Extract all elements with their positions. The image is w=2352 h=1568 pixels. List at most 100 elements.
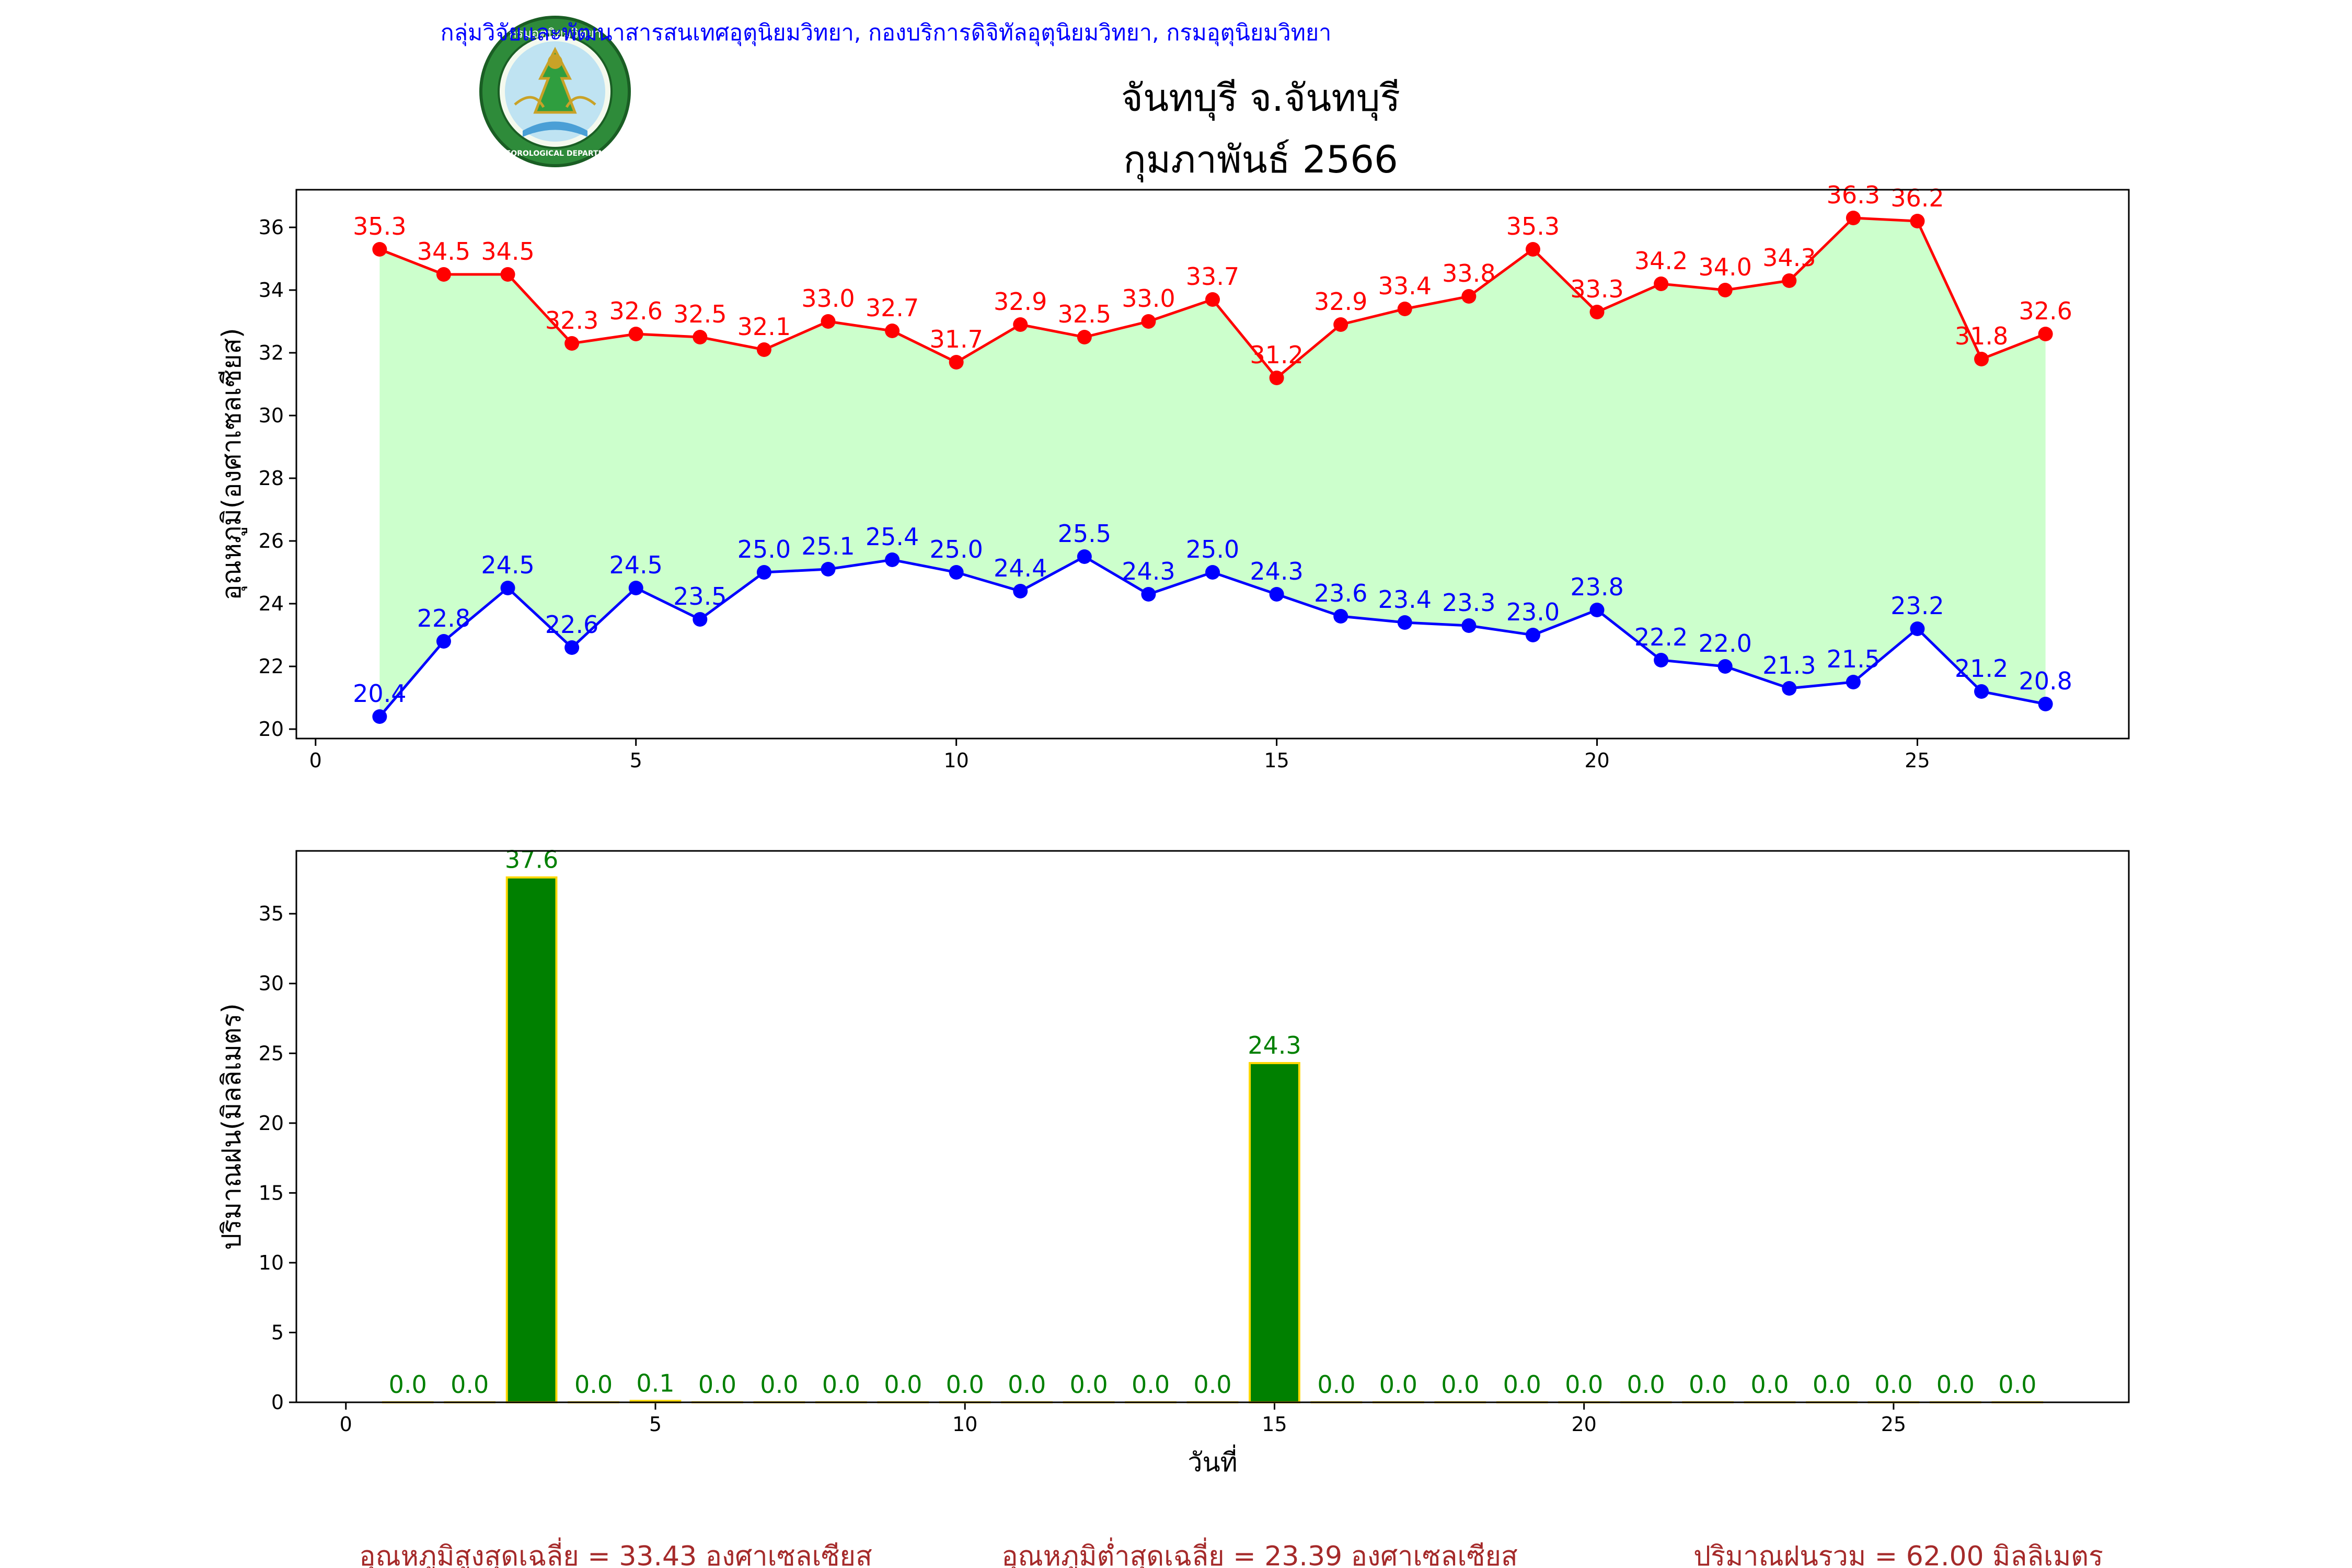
min-temp-label: 25.0 [1186,535,1239,563]
rain-bar-label: 0.0 [1503,1370,1541,1399]
rain-bar-label: 0.0 [1070,1370,1108,1399]
min-temp-point [885,552,900,567]
min-temp-label: 25.0 [737,535,791,563]
y-tick-label: 24 [259,592,284,615]
max-temp-label: 34.5 [417,237,470,266]
max-temp-point [628,327,643,341]
max-temp-label: 31.8 [1955,322,2008,350]
min-temp-label: 23.0 [1506,598,1560,626]
max-temp-label: 32.7 [866,294,919,322]
rain-bar-label: 0.0 [1441,1370,1479,1399]
min-temp-point [1461,618,1477,633]
logo-text-bottom: METEOROLOGICAL DEPARTMENT [489,149,622,158]
rain-bar [1249,1062,1300,1404]
min-temp-label: 23.5 [673,582,727,610]
max-temp-label: 32.5 [1058,300,1111,328]
y-tick-label: 26 [259,529,284,552]
max-temp-point [1333,317,1348,332]
y-tick-label: 0 [271,1391,284,1414]
min-temp-point [1717,659,1733,674]
min-temp-point [628,581,643,595]
rain-bar-label: 0.0 [1689,1370,1727,1399]
min-temp-label: 23.2 [1890,592,1944,620]
temperature-chart: 0 5 10 15 20 25 20 22 24 26 28 30 32 34 36 35.3 34.5 34.5… [216,181,2130,772]
max-temp-point [500,267,515,282]
x-tick-label: 20 [1584,749,1609,772]
x-tick-label: 0 [340,1413,352,1436]
x-tick-label: 25 [1881,1413,1906,1436]
x-tick-label: 15 [1262,1413,1287,1436]
min-temp-label: 22.0 [1698,629,1751,658]
rain-bar-label: 0.1 [636,1369,674,1397]
rain-bar-label: 24.3 [1248,1031,1301,1059]
max-temp-label: 32.1 [737,313,791,341]
y-tick-label: 34 [259,279,284,302]
x-tick-label: 0 [309,749,322,772]
max-temp-point [949,355,964,370]
max-temp-label: 34.2 [1634,247,1688,275]
max-temp-point [1205,292,1220,307]
max-temp-label: 32.9 [1314,287,1367,316]
rain-bar-label: 0.0 [822,1370,860,1399]
rain-bar-label: 0.0 [1627,1370,1665,1399]
min-temp-point [1782,681,1797,696]
min-temp-label: 22.8 [417,604,470,632]
min-temp-point [1846,675,1861,689]
y-tick-label: 5 [271,1321,284,1344]
max-temp-label: 31.7 [929,325,983,353]
min-temp-label: 24.3 [1250,557,1303,585]
y-tick-label: 25 [259,1042,284,1065]
max-temp-point [821,314,836,329]
max-temp-point [1013,317,1028,332]
max-temp-point [1717,283,1733,297]
max-temp-label: 35.3 [353,212,406,240]
rain-bar-label: 0.0 [884,1370,922,1399]
max-temp-point [564,336,580,351]
max-temp-label: 34.3 [1762,244,1816,272]
max-temp-label: 32.6 [609,297,663,325]
rain-bar-label: 0.0 [1008,1370,1046,1399]
x-tick-label: 20 [1571,1413,1596,1436]
summary-total-rain: ปริมาณฝนรวม = 62.00 มิลลิเมตร [1693,1541,2103,1568]
max-temp-label: 33.7 [1186,262,1239,291]
summary-avg-max: อุณหภูมิสูงสุดเฉลี่ย = 33.43 องศาเซลเซีย… [359,1537,872,1568]
y-tick-label: 15 [259,1181,284,1204]
min-temp-label: 24.5 [609,551,663,579]
min-temp-label: 23.8 [1570,573,1623,601]
min-temp-point [1974,684,1989,699]
rain-bar-label: 0.0 [1317,1370,1355,1399]
max-temp-label: 36.2 [1890,184,1944,212]
max-temp-point [693,330,708,344]
max-temp-label: 33.8 [1442,259,1495,287]
max-temp-point [1782,273,1797,288]
max-temp-point [1846,211,1861,225]
max-temp-point [885,324,900,338]
x-tick-label: 5 [630,749,642,772]
max-temp-label: 32.6 [2019,297,2072,325]
rainfall-y-label: ปริมาณฝน(มิลลิเมตร) [216,1003,247,1250]
max-temp-label: 34.5 [481,237,534,266]
min-temp-label: 25.1 [801,532,855,560]
max-temp-point [1589,305,1605,319]
x-tick-label: 25 [1905,749,1930,772]
min-temp-point [693,612,708,627]
y-tick-label: 20 [259,1112,284,1135]
max-temp-label: 36.3 [1827,181,1880,209]
min-temp-label: 25.5 [1058,520,1111,548]
max-temp-point [2038,327,2053,341]
min-temp-label: 22.6 [545,610,598,639]
min-temp-point [949,565,964,580]
max-temp-point [1525,242,1540,257]
rain-bar-label: 0.0 [698,1370,736,1399]
y-tick-label: 30 [259,404,284,427]
y-tick-label: 22 [259,655,284,678]
min-temp-label: 20.4 [353,679,406,708]
rain-bar-label: 0.0 [1750,1370,1789,1399]
min-temp-point [756,565,771,580]
rain-bar-label: 0.0 [946,1370,984,1399]
max-temp-label: 33.0 [1122,284,1175,313]
min-temp-label: 21.2 [1955,654,2008,683]
min-temp-point [500,581,515,595]
max-temp-point [436,267,451,282]
min-temp-point [1205,565,1220,580]
